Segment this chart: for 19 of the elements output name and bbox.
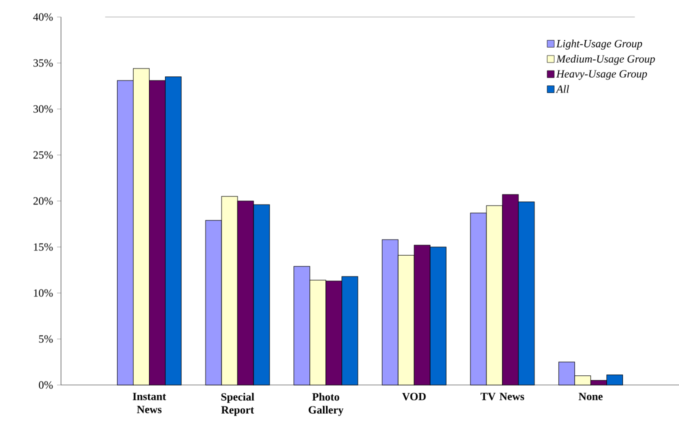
y-tick-label: 20% xyxy=(33,197,53,205)
x-tick-label: Instant News xyxy=(132,392,166,414)
y-tick-label: 40% xyxy=(33,13,53,21)
y-tick-label: 30% xyxy=(34,105,53,113)
y-tick-label: 10% xyxy=(34,289,53,297)
x-tick-label: Photo Gallery xyxy=(308,392,344,416)
x-tick-label: None xyxy=(578,392,603,400)
x-tick-label: TV News xyxy=(480,392,524,400)
y-tick-label: 25% xyxy=(33,151,53,159)
legend-label: All xyxy=(556,85,569,93)
legend-label: Heavy-Usage Group xyxy=(556,70,647,80)
y-tick-label: 5% xyxy=(39,335,53,343)
y-tick-label: 35% xyxy=(34,59,53,67)
x-tick-label: Special Report xyxy=(221,392,254,416)
x-tick-label: VOD xyxy=(402,392,426,400)
legend-label: Medium-Usage Group xyxy=(556,54,655,65)
legend-label: Light-Usage Group xyxy=(556,40,642,50)
y-tick-label: 0% xyxy=(38,381,53,389)
y-tick-label: 15% xyxy=(34,243,53,251)
